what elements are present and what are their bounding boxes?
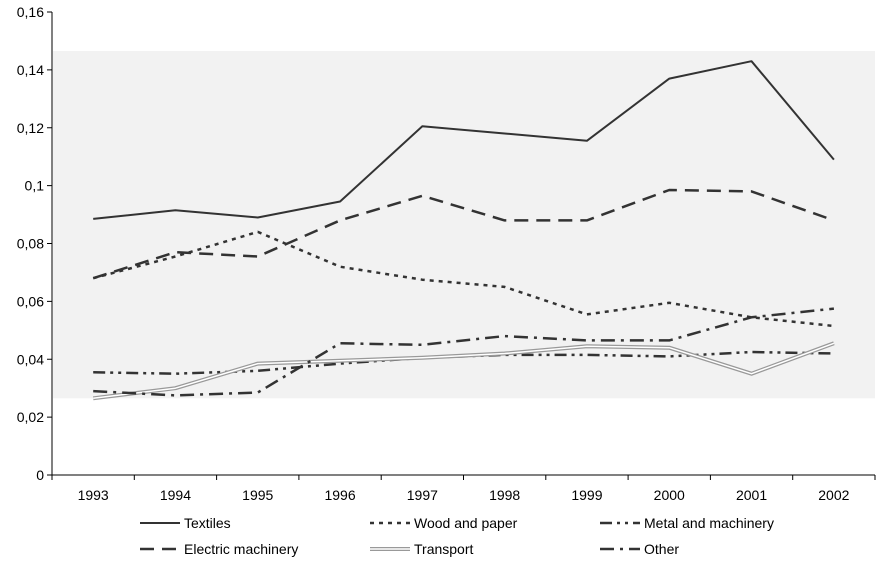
legend: Textiles Wood and paper Metal and machin… — [140, 510, 860, 566]
series-line-textiles — [93, 60, 835, 220]
axes — [47, 11, 876, 480]
y-tick-label: 0,16 — [17, 4, 44, 20]
series-line-transport-inner — [93, 342, 835, 400]
legend-item-transport: Transport — [370, 538, 473, 560]
legend-item-textiles: Textiles — [140, 512, 231, 534]
x-tick-label: 2000 — [654, 487, 685, 503]
legend-swatch-electric-machinery — [140, 547, 180, 551]
legend-label: Transport — [414, 541, 474, 557]
y-tick-label: 0 — [36, 467, 44, 483]
legend-label: Electric machinery — [184, 541, 299, 557]
y-tick-label: 0,06 — [17, 293, 44, 309]
x-tick-label: 2002 — [818, 487, 849, 503]
legend-item-metal-and-machinery: Metal and machinery — [600, 512, 774, 534]
legend-swatch-transport — [370, 547, 410, 551]
legend-label: Metal and machinery — [644, 515, 774, 531]
series-line-wood-and-paper — [92, 230, 835, 328]
x-tick-label: 1997 — [407, 487, 438, 503]
legend-label: Other — [644, 541, 680, 557]
tick-labels: 0 0,02 0,04 0,06 0,08 0,1 0,12 0,14 0,16 1993 1994… — [17, 4, 850, 503]
y-tick-label: 0,14 — [17, 62, 44, 78]
x-tick-label: 1995 — [242, 487, 273, 503]
y-tick-label: 0,08 — [17, 236, 44, 252]
legend-item-other: Other — [600, 538, 679, 560]
legend-item-electric-machinery: Electric machinery — [140, 538, 298, 560]
legend-swatch-textiles — [140, 522, 180, 524]
y-tick-label: 0,1 — [25, 178, 45, 194]
y-tick-label: 0,04 — [17, 351, 44, 367]
x-tick-label: 1993 — [78, 487, 109, 503]
x-tick-label: 1994 — [160, 487, 191, 503]
legend-item-wood-and-paper: Wood and paper — [370, 512, 517, 534]
legend-label: Wood and paper — [414, 515, 518, 531]
x-tick-label: 1998 — [489, 487, 520, 503]
legend-swatch-other — [600, 547, 640, 551]
legend-label: Textiles — [184, 515, 231, 531]
series-line-other — [93, 307, 835, 397]
x-tick-label: 2001 — [736, 487, 767, 503]
x-tick-label: 1996 — [324, 487, 355, 503]
series-line-electric-machinery — [92, 188, 835, 280]
y-tick-label: 0,12 — [17, 120, 44, 136]
plot-background — [53, 51, 875, 399]
x-tick-label: 1999 — [571, 487, 602, 503]
legend-swatch-wood-and-paper — [370, 521, 410, 525]
y-tick-label: 0,02 — [17, 409, 44, 425]
series-layer — [92, 60, 835, 401]
line-chart: 0 0,02 0,04 0,06 0,08 0,1 0,12 0,14 0,16 1993 1994… — [17, 4, 876, 503]
legend-swatch-metal-and-machinery — [600, 521, 640, 525]
